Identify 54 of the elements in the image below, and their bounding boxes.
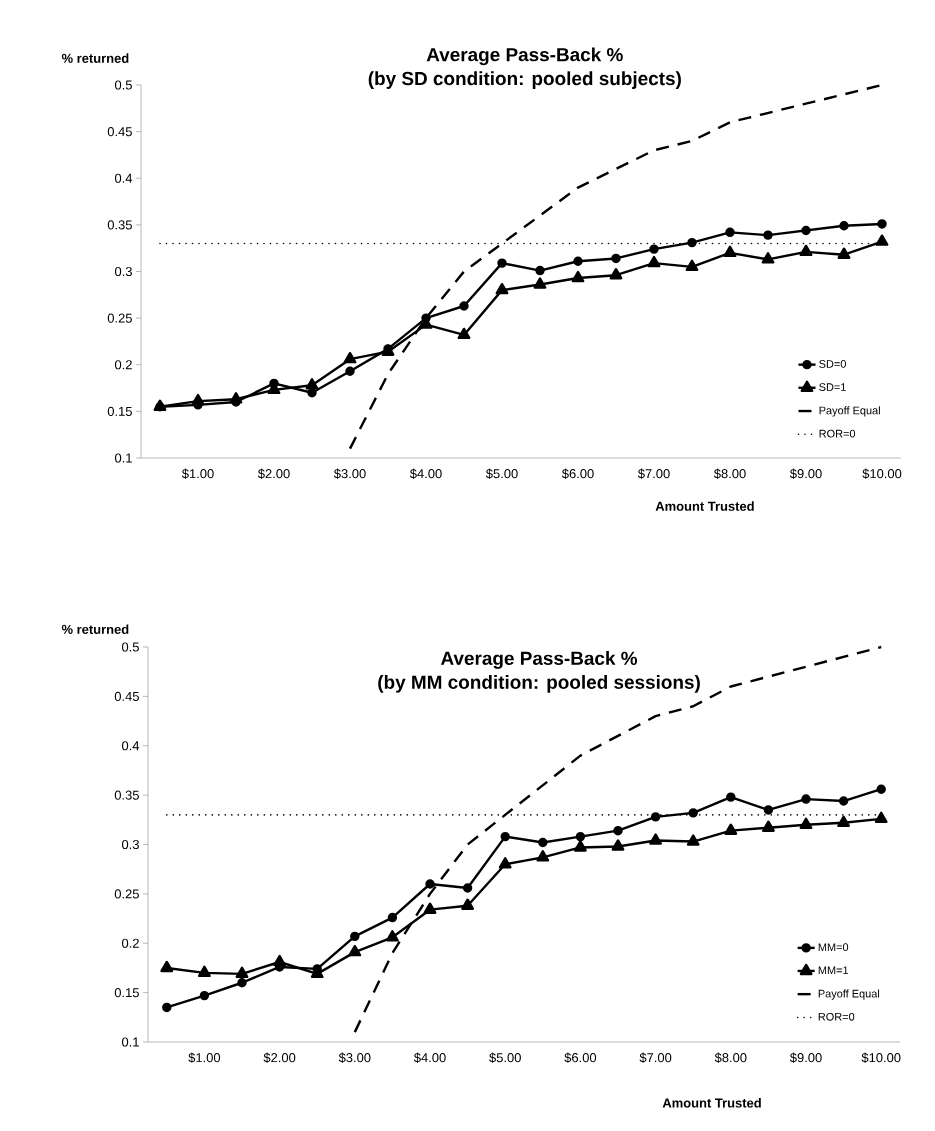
y-tick-label: 0.5 xyxy=(121,642,139,652)
x-tick-label: $8.00 xyxy=(714,1052,747,1063)
x-tick-label: $5.00 xyxy=(489,1052,521,1063)
y-tick-label: 0.25 xyxy=(114,889,139,899)
y-tick-label: 0.3 xyxy=(114,266,132,277)
text: (by MM condition: pooled sessions) xyxy=(378,675,700,693)
y-tick-label: 0.2 xyxy=(114,360,132,370)
x-tick-label: $3.00 xyxy=(338,1052,371,1063)
x-axis-title: Amount Trusted xyxy=(662,1098,761,1108)
x-tick-label: $7.00 xyxy=(637,468,670,479)
y-tick-label: 0.4 xyxy=(121,741,140,751)
y-tick-label: 0.3 xyxy=(121,839,139,850)
x-tick-label: $6.00 xyxy=(561,468,594,479)
legend-label: MM=0 xyxy=(818,943,849,952)
x-tick-label: $10.00 xyxy=(862,468,902,479)
x-tick-label: $3.00 xyxy=(333,468,366,479)
y-tick-label: 0.2 xyxy=(121,938,139,948)
y-tick-label: 0.35 xyxy=(114,790,139,800)
legend-label: ROR=0 xyxy=(818,1012,855,1021)
x-tick-label: $8.00 xyxy=(713,468,746,479)
x-tick-label: $9.00 xyxy=(789,468,822,479)
y-tick-label: 0.15 xyxy=(114,988,139,998)
x-tick-label: $7.00 xyxy=(639,1052,672,1063)
x-tick-label: $2.00 xyxy=(257,468,290,479)
chart-title: Average Pass-Back % xyxy=(440,651,638,669)
y-tick-label: 0.25 xyxy=(107,313,132,323)
legend-label: Payoff Equal xyxy=(819,406,880,417)
chart-title: Average Pass-Back % xyxy=(426,47,623,66)
y-tick-label: 0.45 xyxy=(107,127,132,137)
y-tick-label: 0.4 xyxy=(114,173,133,183)
y-tick-label: 0.5 xyxy=(114,80,132,90)
y-tick-label: 0.1 xyxy=(121,1037,139,1047)
legend-label: ROR=0 xyxy=(819,429,856,438)
y-tick-label: 0.1 xyxy=(114,453,132,463)
x-tick-label: $9.00 xyxy=(789,1052,822,1063)
x-tick-label: $1.00 xyxy=(188,1052,221,1063)
legend-label: SD=1 xyxy=(819,383,846,391)
x-tick-label: $6.00 xyxy=(564,1052,597,1063)
x-tick-label: $4.00 xyxy=(413,1052,446,1063)
legend-label: MM=1 xyxy=(818,966,849,974)
y-tick-label: 0.45 xyxy=(114,691,139,701)
x-tick-label: $5.00 xyxy=(485,468,518,479)
x-axis-title: Amount Trusted xyxy=(655,501,754,511)
y-tick-label: 0.35 xyxy=(107,220,132,230)
x-tick-label: $2.00 xyxy=(263,1052,296,1063)
chart-subtitle: (by SD condition: pooled subjects) xyxy=(368,71,681,89)
x-tick-label: $4.00 xyxy=(409,468,442,479)
x-tick-label: $1.00 xyxy=(181,468,214,479)
x-tick-label: $10.00 xyxy=(861,1052,901,1063)
legend-label: Payoff Equal xyxy=(818,989,880,1000)
y-tick-label: 0.15 xyxy=(107,406,132,416)
legend-label: SD=0 xyxy=(819,360,846,368)
y-axis-title: % returned xyxy=(61,53,129,63)
y-axis-title: % returned xyxy=(61,624,129,634)
